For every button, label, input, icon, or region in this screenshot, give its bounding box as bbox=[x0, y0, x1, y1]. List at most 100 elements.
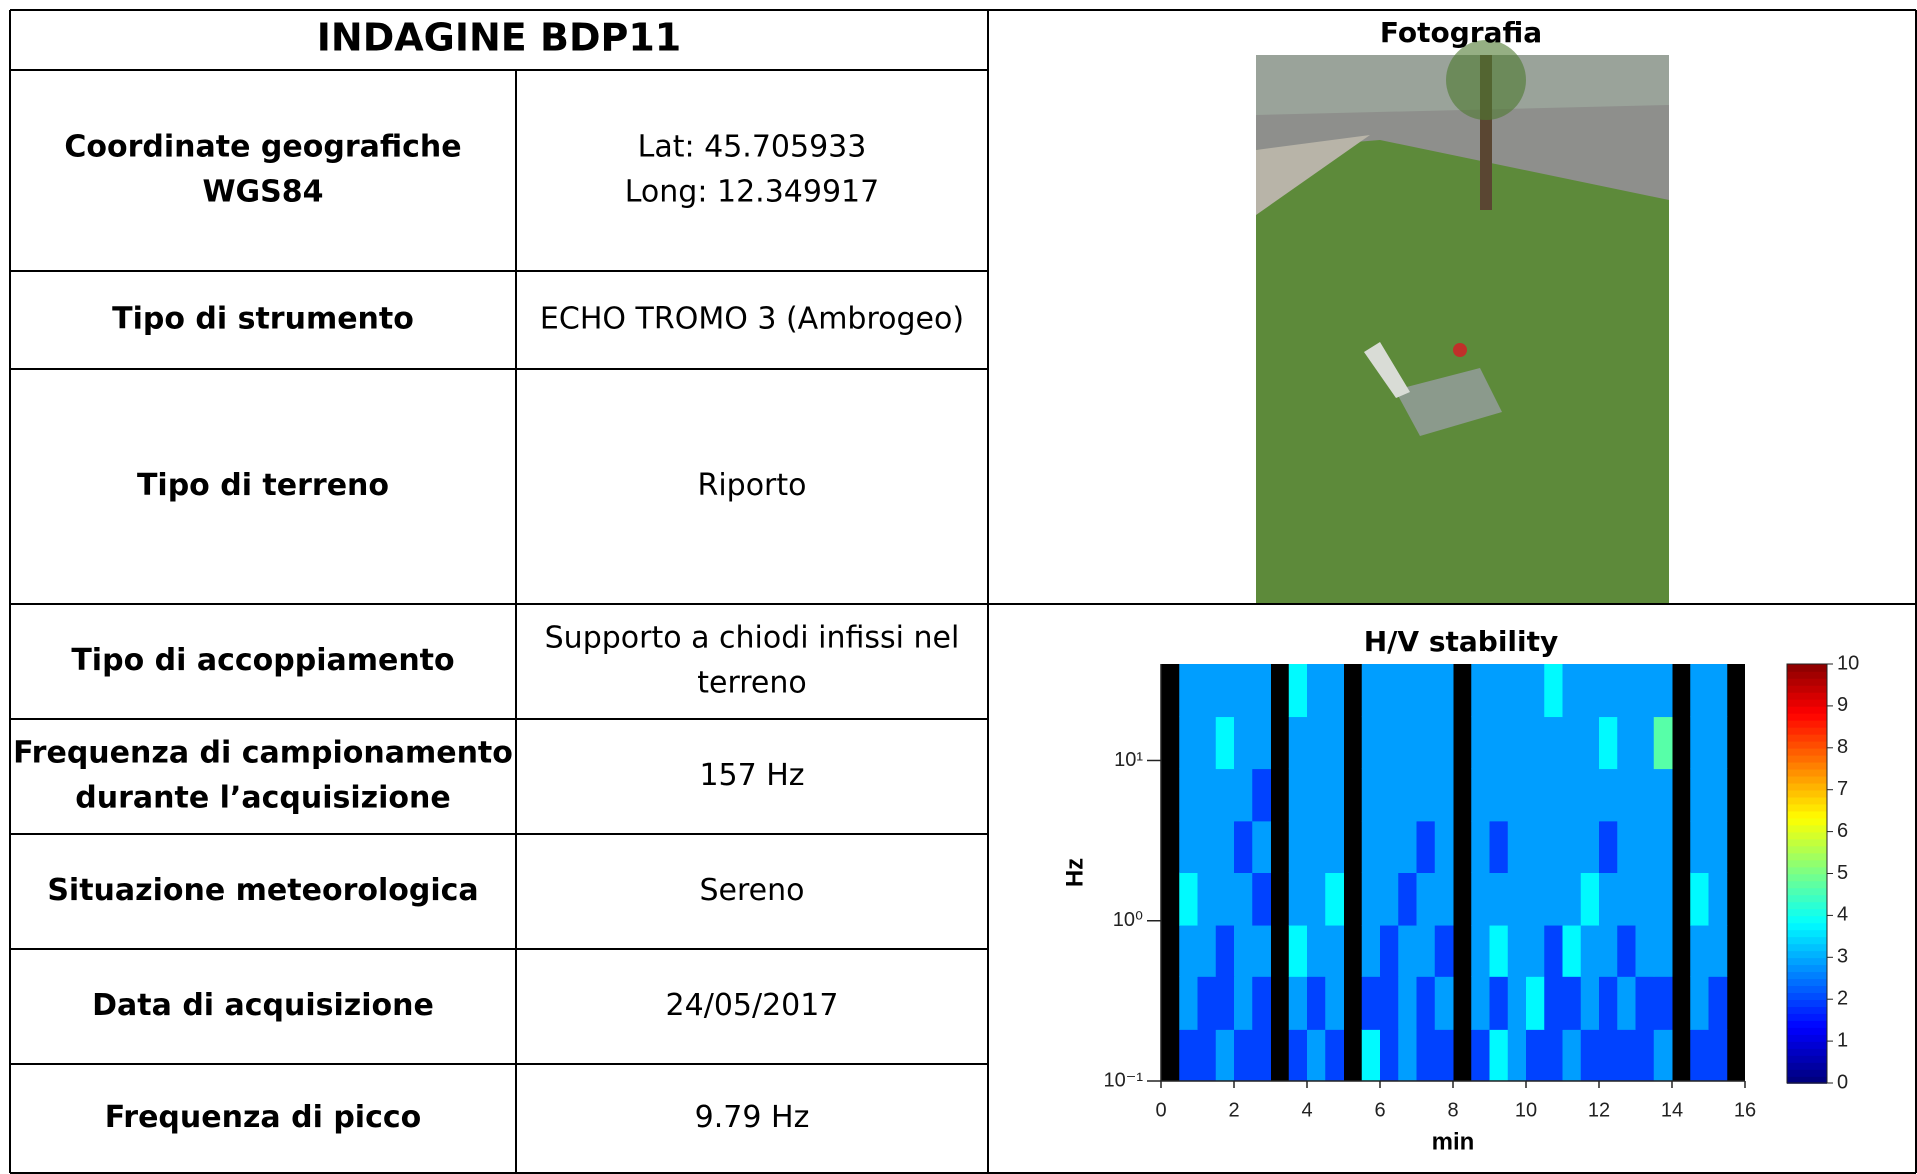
heatmap-cell bbox=[1234, 976, 1253, 1030]
heatmap-cell bbox=[1489, 716, 1509, 770]
heatmap-cell bbox=[1526, 1029, 1545, 1082]
colorbar-segment bbox=[1787, 761, 1827, 770]
heatmap-cell bbox=[1635, 1029, 1655, 1082]
heatmap-cell bbox=[1361, 820, 1381, 873]
heatmap-cell bbox=[1489, 820, 1509, 873]
heatmap-cell bbox=[1471, 716, 1490, 770]
colorbar-segment bbox=[1787, 810, 1827, 819]
colorbar-segment bbox=[1787, 838, 1827, 847]
heatmap-cell bbox=[1690, 1029, 1709, 1082]
heatmap-cell bbox=[1234, 716, 1253, 770]
heatmap-cell bbox=[1416, 820, 1436, 873]
colorbar-tick-label: 7 bbox=[1837, 778, 1848, 800]
heatmap-cell bbox=[1197, 872, 1217, 926]
colorbar-segment bbox=[1787, 789, 1827, 798]
photo-marker bbox=[1453, 343, 1467, 357]
colorbar-tick-label: 3 bbox=[1837, 946, 1848, 968]
heatmap-cell bbox=[1544, 872, 1563, 926]
heatmap-cell bbox=[1635, 820, 1655, 873]
heatmap-cell bbox=[1215, 768, 1235, 822]
colorbar-segment bbox=[1787, 824, 1827, 833]
heatmap-cell bbox=[1307, 664, 1326, 718]
heatmap-cell bbox=[1361, 768, 1381, 822]
heatmap-cell bbox=[1599, 976, 1618, 1030]
cell-value: 24/05/2017 bbox=[666, 988, 839, 1023]
heatmap-cell bbox=[1544, 768, 1563, 822]
x-tick-label: 14 bbox=[1661, 1099, 1683, 1121]
photo-instrument bbox=[1395, 368, 1502, 436]
heatmap-cell bbox=[1252, 664, 1271, 718]
heatmap-cell bbox=[1398, 820, 1417, 873]
heatmap-cell bbox=[1179, 1029, 1198, 1082]
heatmap-cell bbox=[1617, 820, 1636, 873]
heatmap-cell bbox=[1489, 1029, 1509, 1082]
heatmap-cell bbox=[1197, 716, 1217, 770]
heatmap-cell bbox=[1489, 872, 1509, 926]
heatmap-cell bbox=[1544, 1029, 1563, 1082]
colorbar-segment bbox=[1787, 1062, 1827, 1070]
colorbar-segment bbox=[1787, 768, 1827, 777]
heatmap-cell bbox=[1434, 1029, 1454, 1082]
heatmap-cell bbox=[1580, 768, 1600, 822]
heatmap-cell bbox=[1215, 976, 1235, 1030]
colorbar-segment bbox=[1787, 852, 1827, 861]
heatmap-cell bbox=[1526, 820, 1545, 873]
x-tick-label: 4 bbox=[1301, 1099, 1312, 1121]
heatmap-cell bbox=[1580, 1029, 1600, 1082]
heatmap-cell bbox=[1653, 768, 1673, 822]
colorbar-segment bbox=[1787, 992, 1827, 1000]
heatmap-cell bbox=[1617, 716, 1636, 770]
heatmap-cell bbox=[1653, 716, 1673, 770]
heatmap-cell bbox=[1690, 976, 1709, 1030]
colorbar-segment bbox=[1787, 691, 1827, 700]
heatmap-cell bbox=[1635, 768, 1655, 822]
heatmap-cell bbox=[1434, 716, 1454, 770]
heatmap-cell bbox=[1434, 872, 1454, 926]
heatmap-cell bbox=[1179, 872, 1198, 926]
heatmap-cell bbox=[1380, 1029, 1399, 1082]
cell-label: durante l’acquisizione bbox=[75, 781, 450, 816]
heatmap-cell bbox=[1635, 716, 1655, 770]
heatmap-cell bbox=[1562, 820, 1582, 873]
heatmap-cell bbox=[1635, 976, 1655, 1030]
heatmap-cell bbox=[1179, 925, 1198, 977]
heatmap-cell bbox=[1599, 664, 1618, 718]
heatmap-cell bbox=[1599, 925, 1618, 977]
heatmap-cell bbox=[1325, 768, 1344, 822]
heatmap-cell bbox=[1215, 664, 1235, 718]
cell-value: Riporto bbox=[697, 468, 806, 503]
heatmap-cell bbox=[1416, 872, 1436, 926]
heatmap-cell bbox=[1507, 716, 1527, 770]
heatmap-cell bbox=[1398, 664, 1417, 718]
heatmap-cell bbox=[1416, 664, 1436, 718]
heatmap-cell bbox=[1179, 716, 1198, 770]
heatmap-cell bbox=[1526, 925, 1545, 977]
heatmap-cell bbox=[1690, 872, 1709, 926]
heatmap-cell bbox=[1544, 925, 1563, 977]
table-title: INDAGINE BDP11 bbox=[317, 16, 681, 60]
heatmap-cell bbox=[1398, 768, 1417, 822]
heatmap-cell bbox=[1562, 925, 1582, 977]
heatmap-cell bbox=[1234, 820, 1253, 873]
colorbar-segment bbox=[1787, 957, 1827, 966]
colorbar-segment bbox=[1787, 698, 1827, 707]
heatmap-cell bbox=[1489, 925, 1509, 977]
heatmap-cell bbox=[1690, 820, 1709, 873]
colorbar-segment bbox=[1787, 873, 1827, 882]
heatmap-cell bbox=[1507, 1029, 1527, 1082]
heatmap-cell bbox=[1380, 768, 1399, 822]
heatmap-cell bbox=[1179, 976, 1198, 1030]
heatmap-cell bbox=[1653, 872, 1673, 926]
heatmap-cell bbox=[1215, 716, 1235, 770]
cell-label: Coordinate geografiche bbox=[64, 130, 461, 165]
heatmap-cell bbox=[1617, 664, 1636, 718]
heatmap-cell bbox=[1526, 664, 1545, 718]
x-tick-label: 6 bbox=[1374, 1099, 1385, 1121]
colorbar-segment bbox=[1787, 1034, 1827, 1042]
heatmap-cell bbox=[1398, 872, 1417, 926]
heatmap-cell bbox=[1325, 716, 1344, 770]
heatmap-cell bbox=[1380, 664, 1399, 718]
heatmap-cell bbox=[1325, 1029, 1344, 1082]
heatmap-cell bbox=[1252, 716, 1271, 770]
photo-instrument-lid bbox=[1364, 342, 1410, 398]
